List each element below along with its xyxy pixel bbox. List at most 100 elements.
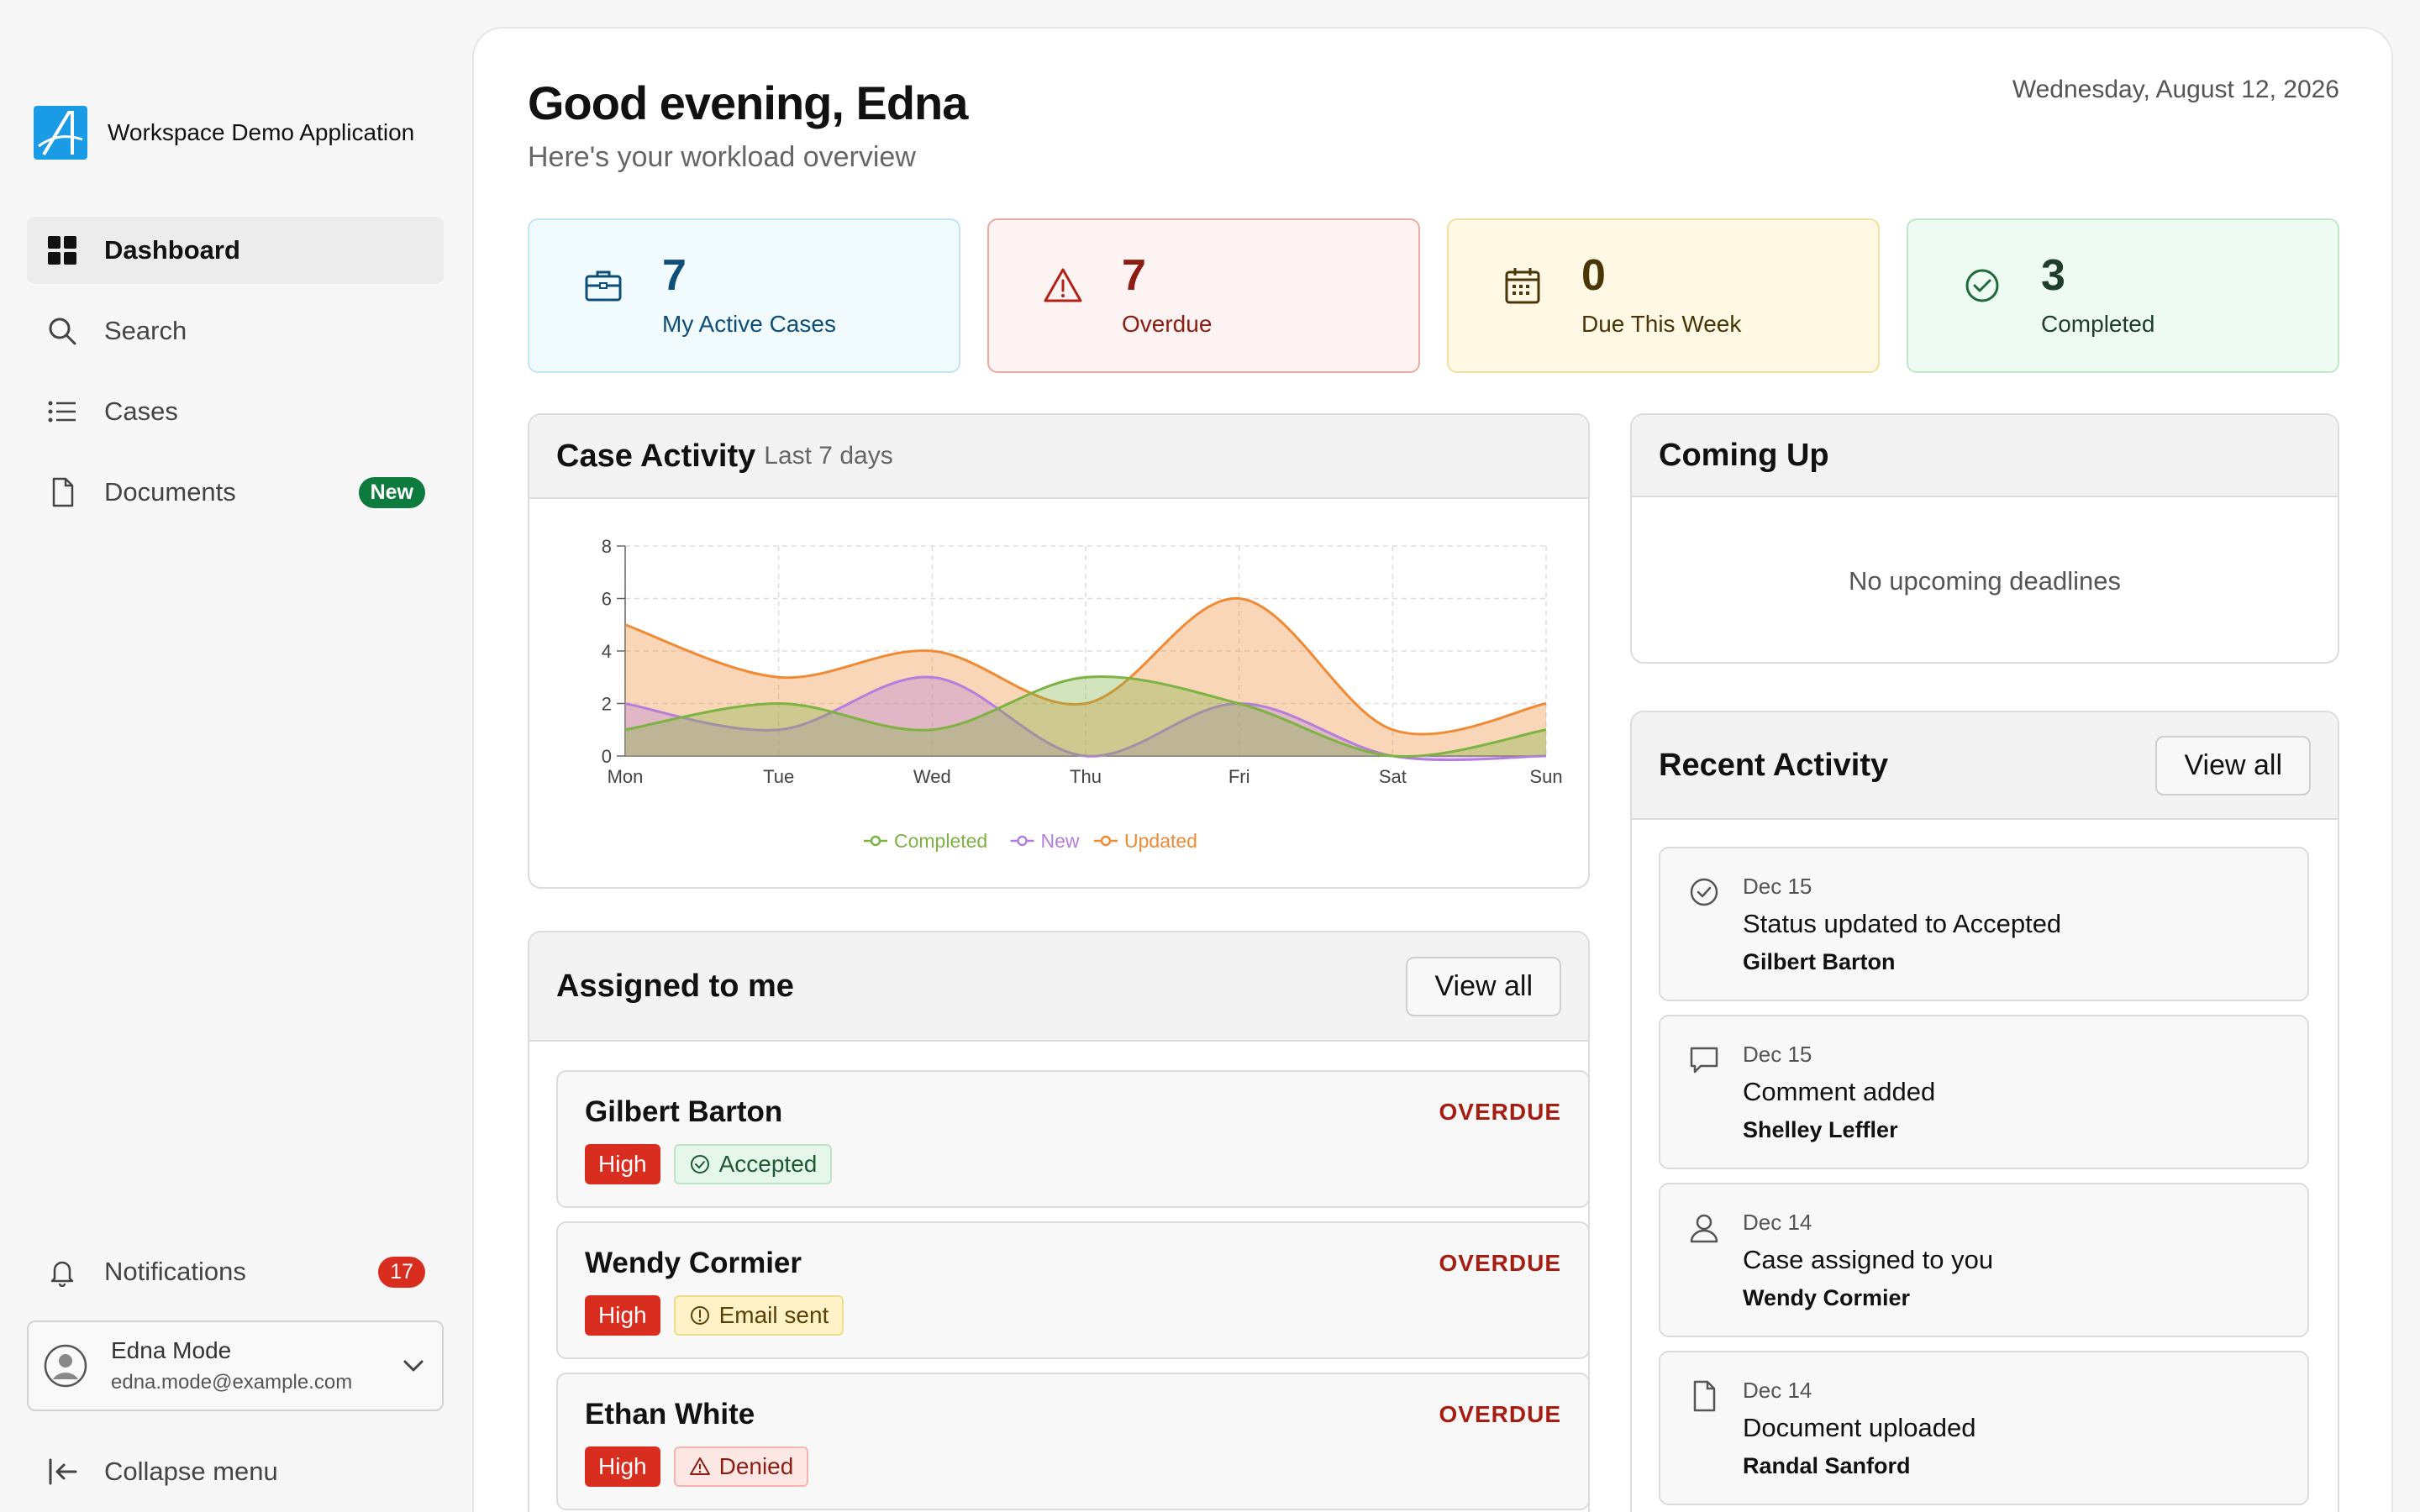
series-area-new [625, 676, 1546, 760]
dashboard-icon [45, 234, 79, 267]
activity-person: Randal Sanford [1743, 1453, 1911, 1478]
case-activity-chart: 0 2 4 6 8 Mon Tue Wed Thu Fri Sat Sun Completed New Up… [602, 536, 1563, 852]
legend-label-completed: Completed [894, 830, 987, 852]
legend-marker-new [1017, 835, 1028, 847]
comment-icon [1690, 1047, 1718, 1074]
activity-date: Dec 14 [1743, 1378, 1812, 1403]
stat-label: Due This Week [1581, 311, 1742, 337]
warning-icon [689, 1457, 710, 1475]
case-list-item[interactable]: Ethan White OVERDUE High Denied [556, 1373, 1588, 1510]
user-name: Edna Mode [111, 1337, 232, 1363]
priority-badge: High [585, 1295, 660, 1336]
activity-date: Dec 15 [1743, 1042, 1812, 1067]
assigned-card: Assigned to me View all Gilbert Barton O… [528, 931, 1590, 1512]
activity-text: Case assigned to you [1743, 1245, 1994, 1274]
page-title: Good evening, Edna [528, 76, 968, 129]
user-email: edna.mode@example.com [111, 1371, 353, 1394]
x-tick-label: Fri [1228, 766, 1250, 787]
warning-icon [1044, 268, 1082, 302]
check-circle-icon [1965, 269, 1999, 302]
activity-date: Dec 15 [1743, 874, 1812, 899]
briefcase-icon [585, 270, 622, 302]
stat-active-cases[interactable]: 7 My Active Cases [528, 218, 960, 373]
priority-badge: High [585, 1446, 660, 1487]
coming-up-card: Coming Up No upcoming deadlines [1630, 413, 2339, 664]
case-tags: High Email sent [585, 1295, 1561, 1336]
case-tags: High Accepted [585, 1144, 1561, 1184]
check-circle-icon [690, 1155, 709, 1173]
view-all-button[interactable]: View all [2155, 735, 2311, 795]
stat-label: Overdue [1122, 311, 1213, 337]
document-icon [45, 475, 79, 509]
sidebar-nav: Dashboard Search Cases Documents New [27, 217, 444, 539]
x-tick-label: Thu [1070, 766, 1102, 787]
x-tick-label: Sun [1529, 766, 1562, 787]
user-icon [1690, 1214, 1718, 1243]
info-icon [690, 1306, 709, 1325]
x-tick-label: Wed [913, 766, 951, 787]
y-tick-label: 0 [602, 746, 612, 767]
sidebar-item-documents[interactable]: Documents New [27, 459, 444, 526]
y-tick-label: 8 [602, 536, 612, 557]
sidebar-item-dashboard[interactable]: Dashboard [27, 217, 444, 284]
stat-value: 3 [2041, 251, 2065, 300]
activity-date: Dec 14 [1743, 1210, 1812, 1235]
view-all-button[interactable]: View all [1406, 956, 1561, 1016]
tag-label: Email sent [718, 1302, 829, 1328]
y-tick-label: 4 [602, 641, 612, 662]
card-header: Assigned to me View all [529, 932, 1588, 1042]
legend-marker-completed [870, 835, 881, 847]
case-tags: High Denied [585, 1446, 1561, 1487]
activity-item[interactable]: Dec 14 Document uploaded Randal Sanford [1659, 1351, 2309, 1505]
list-icon [45, 395, 79, 428]
stat-value: 7 [1122, 251, 1146, 300]
activity-person: Shelley Leffler [1743, 1117, 1898, 1142]
priority-badge: High [585, 1144, 660, 1184]
activity-item[interactable]: Dec 15 Comment added Shelley Leffler [1659, 1015, 2309, 1169]
stat-completed[interactable]: 3 Completed [1907, 218, 2339, 373]
case-list-item[interactable]: Wendy Cormier OVERDUE High Email sent [556, 1221, 1588, 1359]
notifications-label: Notifications [104, 1257, 246, 1286]
stat-body: 7 My Active Cases [662, 254, 836, 338]
y-tick-label: 6 [602, 589, 612, 610]
recent-activity-card: Recent Activity View all Dec 15 Status u… [1630, 711, 2339, 1512]
sidebar-item-label: Cases [104, 396, 178, 426]
brand[interactable]: Workspace Demo Application [34, 106, 414, 160]
current-date: Wednesday, August 12, 2026 [2012, 76, 2339, 103]
case-status-tag: Email sent [673, 1295, 844, 1336]
status-badge: OVERDUE [1439, 1250, 1561, 1276]
case-name: Gilbert Barton [585, 1095, 783, 1128]
activity-item[interactable]: Dec 15 Status updated to Accepted Gilber… [1659, 847, 2309, 1001]
case-status-tag: Accepted [673, 1144, 833, 1184]
sidebar-item-search[interactable]: Search [27, 297, 444, 365]
sidebar-item-cases[interactable]: Cases [27, 378, 444, 445]
stat-body: 3 Completed [2041, 254, 2154, 338]
series-area-updated [625, 598, 1546, 756]
stat-value: 7 [662, 251, 687, 300]
sidebar-item-label: Documents [104, 477, 236, 507]
sidebar-item-label: Dashboard [104, 235, 240, 265]
sidebar-item-notifications[interactable]: Notifications 17 [27, 1238, 444, 1305]
activity-text: Comment added [1743, 1077, 1936, 1106]
stat-body: 0 Due This Week [1581, 254, 1741, 338]
case-name: Ethan White [585, 1398, 755, 1431]
stat-value: 0 [1581, 251, 1606, 300]
y-tick-label: 2 [602, 694, 612, 715]
new-badge: New [358, 476, 425, 508]
empty-state: No upcoming deadlines [1849, 566, 2121, 596]
stat-due-this-week[interactable]: 0 Due This Week [1447, 218, 1880, 373]
series-line-completed [624, 675, 1547, 759]
chevron-down-icon [403, 1360, 424, 1372]
stat-overdue[interactable]: 7 Overdue [987, 218, 1420, 373]
activity-item[interactable]: Dec 14 Case assigned to you Wendy Cormie… [1659, 1183, 2309, 1337]
legend-marker-updated [1100, 835, 1112, 847]
check-circle-icon [1690, 878, 1718, 906]
calendar-icon [1505, 268, 1540, 304]
status-badge: OVERDUE [1439, 1401, 1561, 1427]
user-menu[interactable]: Edna Mode edna.mode@example.com [27, 1320, 444, 1411]
case-list-item[interactable]: Gilbert Barton OVERDUE High Accepted [556, 1070, 1588, 1208]
case-name: Wendy Cormier [585, 1247, 802, 1279]
activity-text: Status updated to Accepted [1743, 909, 2062, 938]
brand-name: Workspace Demo Application [108, 119, 415, 145]
collapse-menu-button[interactable]: Collapse menu [27, 1438, 444, 1505]
